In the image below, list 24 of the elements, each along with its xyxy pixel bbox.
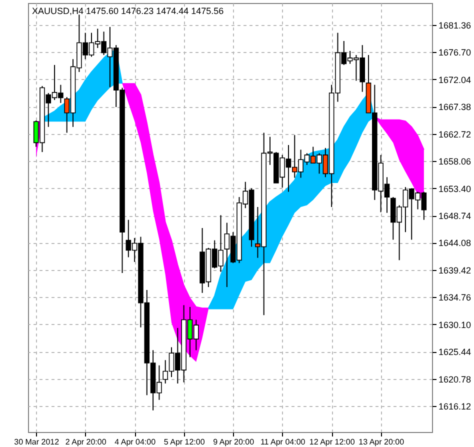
x-tick-label: 9 Apr 20:00 (213, 438, 255, 446)
x-tick-label: 30 Mar 2012 (14, 438, 60, 446)
y-tick-label: 1681.36 (438, 20, 472, 30)
chart-title: XAUUSD,H4 1475.60 1476.23 1474.44 1475.56 (32, 6, 224, 16)
y-tick-label: 1616.12 (438, 402, 472, 412)
y-tick-label: 1662.72 (438, 129, 472, 140)
x-tick-label: 11 Apr 04:00 (260, 438, 306, 446)
y-tick-label: 1667.38 (438, 102, 472, 112)
y-tick-label: 1658.06 (438, 156, 472, 167)
y-tick-label: 1639.42 (438, 265, 472, 276)
y-tick-label: 1676.70 (438, 48, 472, 58)
y-tick-label: 1644.08 (438, 238, 472, 248)
y-tick-label: 1634.76 (438, 292, 472, 303)
x-tick-label: 2 Apr 20:00 (65, 438, 107, 446)
y-tick-label: 1653.40 (438, 184, 472, 194)
y-tick-label: 1672.04 (438, 74, 472, 85)
x-tick-label: 4 Apr 04:00 (114, 438, 156, 446)
x-tick-label: 12 Apr 12:00 (309, 438, 356, 446)
y-tick-label: 1625.44 (438, 347, 472, 358)
y-tick-label: 1648.74 (438, 211, 472, 222)
x-tick-label: 5 Apr 12:00 (164, 438, 206, 446)
x-tick-label: 13 Apr 20:00 (358, 438, 405, 446)
y-tick-label: 1620.78 (438, 374, 472, 384)
y-tick-label: 1630.10 (438, 320, 472, 330)
